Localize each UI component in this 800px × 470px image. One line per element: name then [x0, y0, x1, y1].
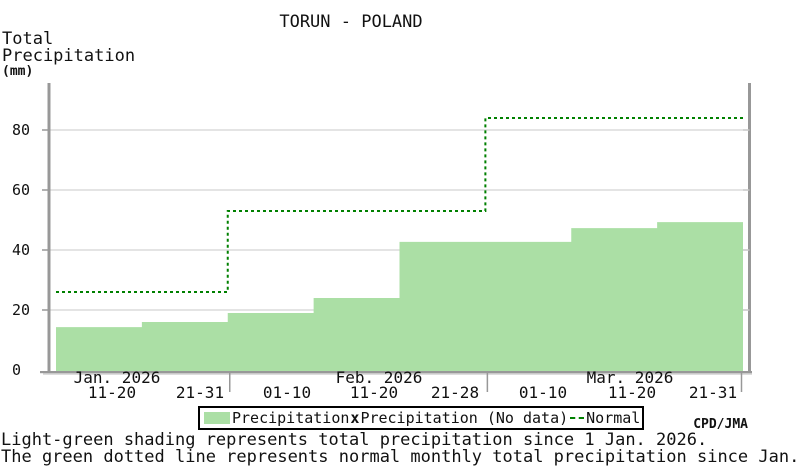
x-period-label: 01-10: [262, 383, 312, 402]
x-period-label: 21-31: [175, 383, 225, 402]
footer-line-1: Light-green shading represents total pre…: [1, 430, 708, 450]
chart-title: TORUN - POLAND: [279, 12, 423, 32]
y-tick-label-40: 40: [12, 241, 31, 259]
y-axis-unit: (mm): [2, 64, 34, 79]
y-tick-label-80: 80: [12, 121, 31, 139]
x-period-label: 21-31: [688, 383, 738, 402]
x-period-label: 11-20: [349, 383, 399, 402]
y-tick-label-60: 60: [12, 181, 31, 199]
y-axis-line: [47, 83, 51, 373]
legend-label-normal: Normal: [586, 409, 641, 427]
legend-label-precipitation-no-data: Precipitation (No data): [360, 409, 569, 427]
x-period-label: 21-28: [430, 383, 480, 402]
y-axis-label-line1: Total: [2, 29, 54, 49]
x-period-label: 11-20: [607, 383, 657, 402]
x-axis-line: [40, 371, 752, 374]
y-axis-label: Total Precipitation (mm): [2, 29, 136, 79]
legend-label-precipitation: Precipitation: [232, 409, 350, 427]
precipitation-swatch-icon: [204, 412, 230, 424]
x-month-label: Mar. 2026: [586, 368, 674, 387]
x-period-label: 11-20: [87, 383, 137, 402]
x-month-label: Jan. 2026: [73, 368, 161, 387]
footer-line-2: The green dotted line represents normal …: [1, 447, 800, 467]
attribution: CPD/JMA: [693, 417, 748, 432]
x-month-label: Feb. 2026: [335, 368, 423, 387]
y-tick-label-20: 20: [12, 301, 31, 319]
normal-line-sample-icon: [570, 417, 585, 419]
x-period-label: 01-10: [518, 383, 568, 402]
precipitation-area: [56, 222, 743, 371]
y-axis-label-line2: Precipitation: [2, 46, 136, 66]
y-tick-label-0: 0: [12, 361, 22, 379]
right-frame-line: [748, 83, 751, 373]
no-data-marker-icon: x: [350, 409, 360, 427]
x-axis-shadow: [43, 373, 752, 375]
legend-box: Precipitation x Precipitation (No data) Nor…: [198, 406, 645, 430]
